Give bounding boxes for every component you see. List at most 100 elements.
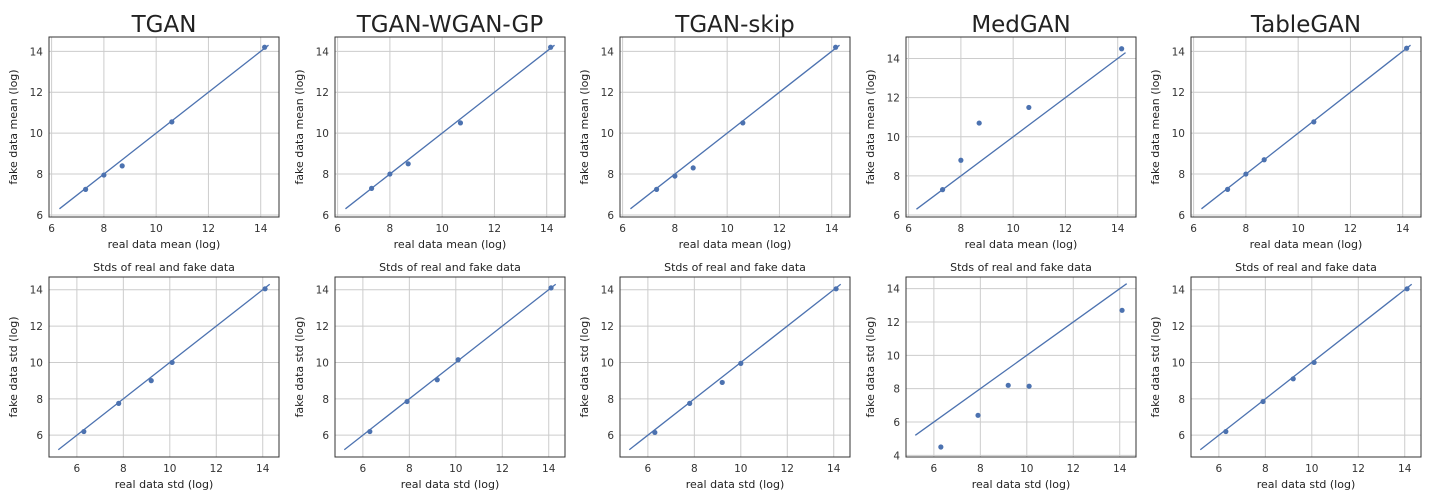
y-tick-label: 12 bbox=[601, 321, 614, 333]
y-axis-label: fake data mean (log) bbox=[7, 69, 20, 184]
axes-frame bbox=[334, 36, 566, 218]
y-tick-label: 8 bbox=[1178, 394, 1185, 406]
subplot: 6 8 10 12 14 6 8 10 12 14 real data std (log) fake … bbox=[293, 261, 566, 491]
x-tick-label: 12 bbox=[488, 223, 501, 235]
data-point bbox=[719, 379, 725, 386]
x-axis-label: real data std (log) bbox=[972, 478, 1071, 491]
y-tick-label: 12 bbox=[601, 87, 614, 99]
y-tick-label: 6 bbox=[322, 210, 329, 222]
x-tick-label: 8 bbox=[120, 463, 127, 475]
data-point bbox=[148, 378, 154, 384]
y-tick-label: 6 bbox=[36, 430, 43, 442]
x-tick-label: 14 bbox=[1111, 223, 1125, 235]
x-tick-label: 14 bbox=[1396, 223, 1410, 235]
x-tick-label: 6 bbox=[619, 223, 626, 235]
identity-line bbox=[57, 283, 271, 451]
identity-line bbox=[343, 283, 557, 451]
x-tick-label: 8 bbox=[101, 223, 108, 235]
y-tick-label: 10 bbox=[316, 357, 329, 369]
data-point bbox=[1404, 286, 1410, 292]
identity-line bbox=[1199, 283, 1413, 451]
y-tick-label: 14 bbox=[316, 285, 330, 297]
axes-frame bbox=[619, 276, 851, 458]
x-tick-label: 10 bbox=[1006, 223, 1019, 235]
y-tick-label: 14 bbox=[316, 46, 330, 58]
data-point bbox=[653, 186, 660, 192]
x-tick-label: 10 bbox=[720, 223, 733, 235]
data-point bbox=[652, 429, 658, 436]
chart-title: TGAN bbox=[131, 12, 197, 38]
data-point bbox=[548, 44, 554, 50]
subplot: 6 8 10 12 14 4 6 8 10 12 14 real data std (log) fake… bbox=[864, 261, 1137, 491]
identity-line bbox=[628, 283, 842, 451]
y-tick-label: 8 bbox=[322, 394, 329, 406]
data-point bbox=[672, 173, 678, 179]
x-axis-label: real data mean (log) bbox=[394, 238, 507, 251]
x-axis-label: real data std (log) bbox=[115, 478, 214, 491]
y-tick-label: 10 bbox=[601, 128, 614, 140]
data-point bbox=[169, 119, 175, 125]
data-point bbox=[833, 286, 839, 292]
y-axis-label: fake data std (log) bbox=[1149, 316, 1162, 417]
data-point bbox=[1290, 376, 1296, 382]
y-tick-label: 14 bbox=[30, 285, 44, 297]
data-point bbox=[367, 428, 373, 435]
y-tick-label: 14 bbox=[30, 46, 44, 58]
x-tick-label: 10 bbox=[149, 223, 162, 235]
x-axis-label: real data mean (log) bbox=[965, 238, 1078, 251]
data-point bbox=[387, 171, 393, 177]
x-tick-label: 8 bbox=[977, 463, 984, 475]
x-tick-label: 12 bbox=[496, 463, 509, 475]
x-tick-label: 14 bbox=[1398, 463, 1412, 475]
y-tick-label: 12 bbox=[887, 317, 900, 329]
data-point bbox=[938, 444, 944, 450]
y-axis-label: fake data mean (log) bbox=[578, 69, 591, 184]
subplot: 6 8 10 12 14 6 8 10 12 14 real data mean (log) fake… bbox=[864, 12, 1137, 251]
x-tick-label: 12 bbox=[1352, 463, 1365, 475]
x-tick-label: 10 bbox=[435, 223, 448, 235]
data-point bbox=[738, 360, 744, 366]
data-point bbox=[434, 377, 440, 383]
axes-frame bbox=[334, 276, 566, 458]
y-tick-label: 8 bbox=[607, 394, 614, 406]
data-point bbox=[457, 120, 464, 126]
x-axis-label: real data mean (log) bbox=[108, 238, 221, 251]
y-axis-label: fake data mean (log) bbox=[1149, 69, 1162, 184]
x-tick-label: 12 bbox=[202, 223, 215, 235]
x-tick-label: 10 bbox=[449, 463, 462, 475]
data-point bbox=[119, 163, 125, 169]
y-tick-label: 4 bbox=[893, 450, 900, 462]
y-tick-label: 10 bbox=[1172, 357, 1185, 369]
y-tick-label: 6 bbox=[36, 210, 43, 222]
y-tick-label: 8 bbox=[322, 169, 329, 181]
x-tick-label: 6 bbox=[931, 463, 938, 475]
axes-frame bbox=[905, 276, 1137, 458]
y-tick-label: 8 bbox=[36, 394, 43, 406]
y-tick-label: 12 bbox=[1172, 321, 1185, 333]
y-tick-label: 8 bbox=[36, 169, 43, 181]
x-tick-label: 6 bbox=[645, 463, 652, 475]
y-tick-label: 6 bbox=[893, 417, 900, 429]
y-tick-label: 12 bbox=[30, 321, 43, 333]
x-tick-label: 8 bbox=[958, 223, 965, 235]
x-tick-label: 14 bbox=[254, 223, 268, 235]
x-tick-label: 12 bbox=[1344, 223, 1357, 235]
subplot: 6 8 10 12 14 6 8 10 12 14 real data std (log) fake … bbox=[7, 261, 280, 491]
x-tick-label: 12 bbox=[210, 463, 223, 475]
y-tick-label: 12 bbox=[316, 321, 329, 333]
x-tick-label: 12 bbox=[773, 223, 786, 235]
data-point bbox=[404, 398, 410, 405]
y-tick-label: 6 bbox=[1178, 210, 1185, 222]
x-tick-label: 8 bbox=[672, 223, 679, 235]
y-tick-label: 12 bbox=[316, 87, 329, 99]
x-tick-label: 6 bbox=[48, 223, 55, 235]
y-tick-label: 6 bbox=[322, 430, 329, 442]
y-tick-label: 14 bbox=[887, 54, 901, 66]
x-tick-label: 6 bbox=[1216, 463, 1223, 475]
subplot: 6 8 10 12 14 6 8 10 12 14 real data std (log) fake … bbox=[1149, 261, 1422, 491]
x-axis-label: real data mean (log) bbox=[1250, 238, 1363, 251]
axes-frame bbox=[1190, 276, 1422, 458]
data-point bbox=[1243, 171, 1249, 177]
identity-line bbox=[59, 44, 269, 210]
